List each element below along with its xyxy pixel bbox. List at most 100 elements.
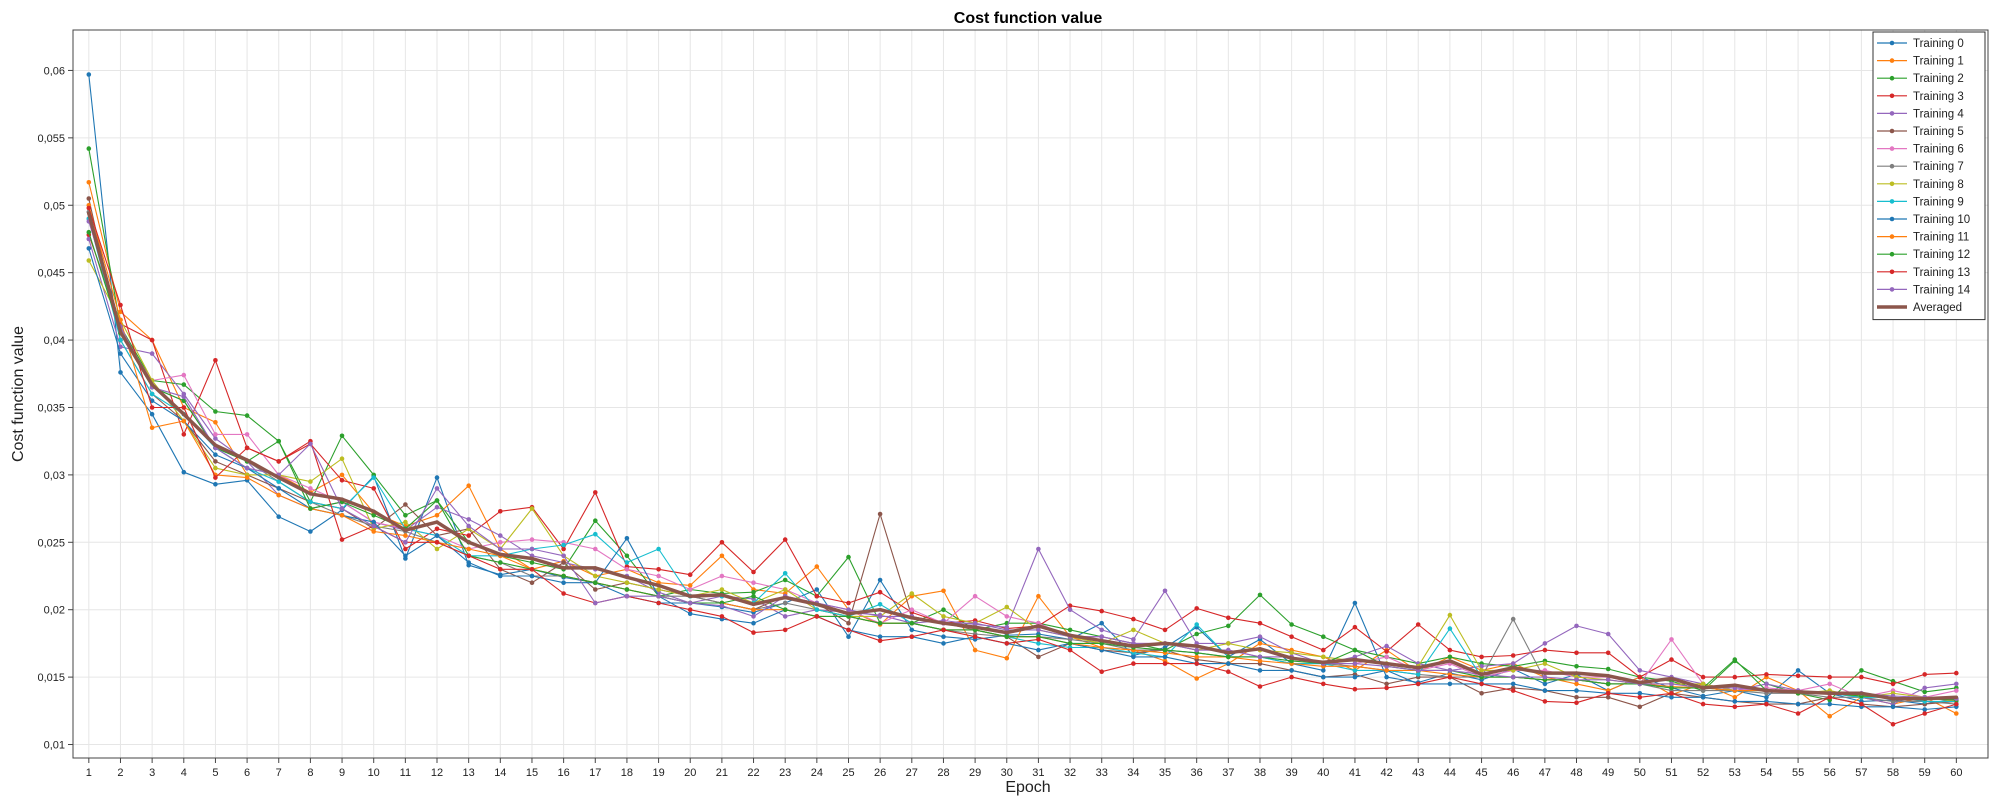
x-tick-label: 49	[1602, 767, 1614, 779]
data-point	[1447, 626, 1453, 631]
data-point	[1447, 612, 1453, 618]
data-point	[1226, 641, 1231, 646]
y-tick-label: 0,035	[37, 402, 65, 414]
data-point	[1732, 699, 1738, 704]
data-point	[1669, 676, 1674, 681]
data-point	[1352, 624, 1358, 630]
data-point	[86, 229, 92, 235]
data-point	[1669, 637, 1674, 642]
data-point	[530, 556, 534, 561]
data-point	[1352, 686, 1358, 692]
data-point	[529, 506, 535, 511]
data-point	[150, 382, 154, 387]
data-point	[782, 537, 788, 542]
data-point	[86, 180, 92, 185]
data-point	[435, 520, 439, 524]
data-point	[276, 479, 282, 484]
y-tick-label: 0,045	[37, 268, 65, 280]
data-point	[1637, 674, 1643, 680]
data-point	[466, 523, 472, 529]
legend-label: Training 14	[1913, 284, 1971, 296]
x-axis-ticks: 1 2 3 4 5 6 7 8 9 10 11 12 13 14 15 16 17 18 19 20 21 22 23 24 2…	[86, 758, 1962, 779]
data-point	[308, 499, 313, 505]
data-point	[149, 405, 155, 410]
data-point	[1004, 604, 1010, 610]
data-point	[561, 546, 566, 552]
legend-label: Training 11	[1913, 232, 1969, 244]
data-point	[751, 602, 756, 607]
data-point	[403, 502, 408, 507]
data-point	[814, 587, 820, 592]
data-point	[1669, 691, 1674, 696]
data-point	[1447, 668, 1453, 673]
x-tick-label: 56	[1824, 767, 1836, 779]
data-point	[1226, 669, 1231, 674]
data-point	[1004, 614, 1010, 619]
y-axis-ticks: 0,01 0,015 0,02 0,025 0,03 0,035 0,04 0,045 0,05…	[37, 65, 73, 752]
data-point	[687, 611, 693, 616]
data-point	[1068, 633, 1072, 638]
data-point	[1954, 711, 1959, 716]
x-tick-label: 21	[716, 767, 728, 779]
data-point	[434, 475, 440, 480]
data-point	[751, 580, 756, 585]
data-point	[593, 580, 598, 585]
data-point	[466, 546, 472, 552]
data-point	[213, 475, 218, 480]
data-point	[973, 625, 977, 629]
data-point	[1067, 627, 1073, 633]
data-point	[86, 205, 92, 211]
data-point	[1605, 631, 1611, 637]
x-tick-label: 39	[1286, 767, 1298, 779]
data-point	[87, 211, 91, 216]
data-point	[498, 560, 503, 565]
data-point	[244, 445, 250, 451]
data-point	[1257, 620, 1263, 626]
data-point	[1701, 686, 1705, 690]
data-point	[941, 627, 946, 633]
data-point	[1542, 688, 1548, 693]
data-point	[244, 465, 250, 471]
data-point	[86, 196, 92, 201]
data-point	[1890, 681, 1896, 687]
data-point	[529, 560, 535, 565]
data-point	[1796, 690, 1800, 694]
legend: Training 0 Training 1 Training 2 Training 3…	[1872, 31, 1986, 321]
data-point	[371, 509, 376, 514]
data-point	[213, 482, 218, 487]
data-point	[1321, 647, 1326, 653]
data-point	[1574, 700, 1579, 705]
legend-label: Training 12	[1913, 249, 1970, 261]
data-point	[877, 589, 883, 595]
data-point	[593, 531, 598, 537]
data-point	[1099, 627, 1104, 633]
data-point	[466, 483, 472, 489]
data-point	[1732, 674, 1738, 680]
data-point	[1036, 627, 1041, 633]
data-point	[941, 614, 946, 619]
data-point	[1954, 688, 1959, 693]
data-point	[1764, 681, 1769, 687]
x-tick-label: 48	[1570, 767, 1582, 779]
data-point	[1637, 691, 1643, 696]
legend-label: Training 9	[1913, 196, 1964, 208]
data-point	[182, 412, 186, 417]
data-point	[719, 587, 725, 592]
data-point	[371, 513, 377, 518]
x-tick-label: 37	[1222, 767, 1234, 779]
x-axis-label: Epoch	[1005, 779, 1050, 796]
data-point	[877, 614, 883, 619]
data-point	[719, 603, 725, 608]
y-axis-label: Cost function value	[10, 326, 27, 462]
data-point	[86, 246, 92, 251]
legend-marker	[1889, 199, 1895, 204]
legend-marker	[1889, 269, 1895, 275]
data-point	[656, 573, 661, 579]
y-tick-label: 0,025	[37, 537, 65, 549]
data-point	[1099, 669, 1104, 674]
x-tick-label: 22	[747, 767, 759, 779]
data-point	[1574, 688, 1579, 693]
data-point	[1257, 684, 1263, 689]
data-point	[181, 372, 187, 378]
x-tick-label: 25	[842, 767, 854, 779]
